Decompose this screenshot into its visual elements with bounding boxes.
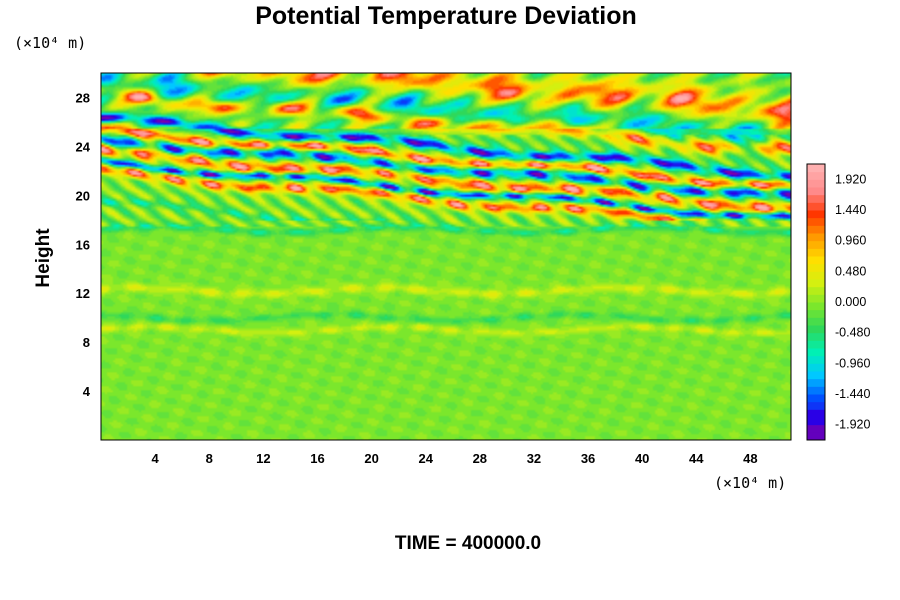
colorbar-tick-label: -0.960 — [835, 356, 870, 370]
colorbar-segment — [807, 256, 825, 265]
colorbar-segment — [807, 332, 825, 341]
y-tick-label: 28 — [76, 90, 90, 105]
x-tick-label: 28 — [473, 451, 487, 466]
colorbar-segment — [807, 424, 825, 433]
x-tick-label: 48 — [743, 451, 757, 466]
y-tick-label: 24 — [76, 139, 91, 154]
x-tick-label: 4 — [152, 451, 160, 466]
colorbar-segment — [807, 164, 825, 173]
colorbar-segment — [807, 179, 825, 188]
colorbar-segment — [807, 210, 825, 219]
y-axis-unit: (×10⁴ m) — [14, 34, 86, 52]
x-tick-label: 24 — [418, 451, 433, 466]
y-axis-label: Height — [33, 228, 54, 288]
colorbar-segment — [807, 309, 825, 318]
colorbar-segment — [807, 378, 825, 387]
colorbar-segment — [807, 417, 825, 426]
colorbar-segment — [807, 371, 825, 380]
colorbar-segment — [807, 263, 825, 272]
x-tick-label: 36 — [581, 451, 595, 466]
x-tick-label: 32 — [527, 451, 541, 466]
colorbar: 1.920 1.440 0.960 0.480 0.000 -0.480 -0.960 -1.… — [806, 163, 870, 441]
plot-area — [100, 72, 792, 441]
colorbar-segment — [807, 187, 825, 196]
heatmap-field — [101, 73, 791, 440]
colorbar-segment — [807, 355, 825, 364]
colorbar-segment — [807, 294, 825, 303]
chart-title: Potential Temperature Deviation — [255, 2, 637, 30]
plot-frame — [100, 72, 792, 441]
colorbar-segment — [807, 279, 825, 288]
colorbar-segment — [807, 386, 825, 395]
x-axis-unit: (×10⁴ m) — [714, 474, 786, 492]
colorbar-segment — [807, 325, 825, 334]
x-tick-label: 12 — [256, 451, 270, 466]
y-tick-labels: 4 8 12 16 20 24 28 — [76, 90, 91, 399]
x-tick-labels: 4 8 12 16 20 24 28 32 36 40 44 48 — [152, 451, 758, 466]
colorbar-tick-label: 1.440 — [835, 203, 866, 217]
colorbar-tick-label: -1.440 — [835, 387, 870, 401]
colorbar-segment — [807, 409, 825, 418]
x-tick-label: 20 — [364, 451, 378, 466]
x-tick-label: 44 — [689, 451, 704, 466]
colorbar-frame — [806, 163, 826, 441]
colorbar-segment — [807, 340, 825, 349]
x-tick-label: 16 — [310, 451, 324, 466]
colorbar-segment — [807, 317, 825, 326]
colorbar-segments — [807, 164, 825, 441]
colorbar-segment — [807, 233, 825, 242]
colorbar-segment — [807, 171, 825, 180]
y-tick-label: 16 — [76, 237, 90, 252]
y-tick-label: 20 — [76, 188, 90, 203]
colorbar-segment — [807, 401, 825, 410]
y-tick-label: 8 — [83, 335, 90, 350]
colorbar-tick-labels: 1.920 1.440 0.960 0.480 0.000 -0.480 -0.960 -1.… — [835, 172, 870, 431]
y-tick-label: 12 — [76, 286, 90, 301]
colorbar-segment — [807, 194, 825, 203]
colorbar-segment — [807, 286, 825, 295]
colorbar-segment — [807, 217, 825, 226]
x-tick-label: 8 — [206, 451, 213, 466]
colorbar-tick-label: 0.960 — [835, 234, 866, 248]
colorbar-tick-label: -1.920 — [835, 418, 870, 432]
colorbar-segment — [807, 225, 825, 234]
colorbar-segment — [807, 432, 825, 441]
colorbar-segment — [807, 248, 825, 257]
time-label: TIME = 400000.0 — [395, 533, 541, 554]
colorbar-tick-label: 0.480 — [835, 264, 866, 278]
colorbar-segment — [807, 240, 825, 249]
x-tick-label: 40 — [635, 451, 649, 466]
colorbar-tick-label: -0.480 — [835, 326, 870, 340]
colorbar-tick-label: 0.000 — [835, 295, 866, 309]
colorbar-tick-label: 1.920 — [835, 172, 866, 186]
colorbar-segment — [807, 348, 825, 357]
colorbar-segment — [807, 202, 825, 211]
colorbar-segment — [807, 302, 825, 311]
colorbar-segment — [807, 363, 825, 372]
colorbar-segment — [807, 271, 825, 280]
y-tick-label: 4 — [83, 384, 91, 399]
colorbar-segment — [807, 394, 825, 403]
